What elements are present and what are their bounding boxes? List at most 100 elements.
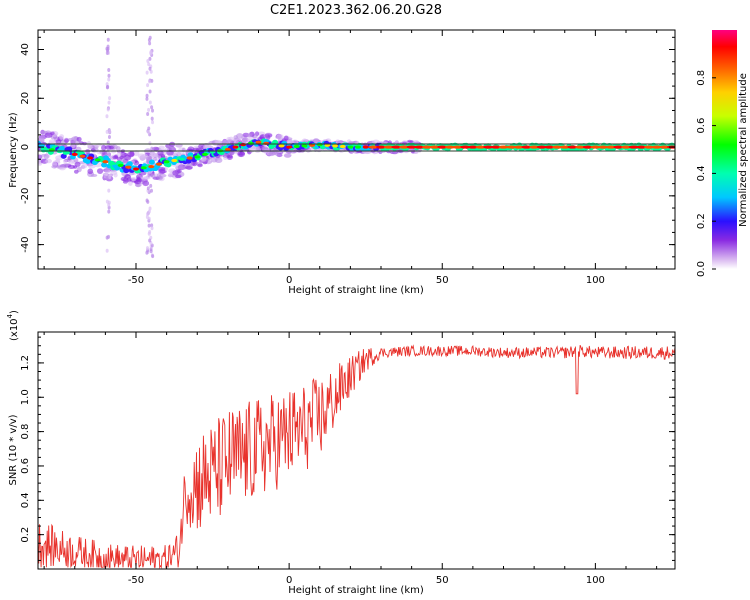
spectrogram-cell <box>148 229 152 234</box>
spectrogram-cell <box>145 96 149 101</box>
spectrogram-xlabel: Height of straight line (km) <box>288 285 424 296</box>
spectrogram-cell <box>201 152 208 156</box>
spectrogram-cell <box>278 144 285 148</box>
spectrogram-cell <box>383 145 394 149</box>
spectrogram-cell <box>636 145 647 149</box>
spectrogram-cell <box>332 144 339 148</box>
spectrogram-frame <box>37 29 676 270</box>
spectrogram-cell <box>151 108 155 113</box>
spectrogram-cell <box>158 145 165 150</box>
spectrogram-cell <box>106 107 110 112</box>
spectrogram-cell <box>107 67 111 72</box>
spectrogram-cell <box>498 145 509 149</box>
spectrogram-cell <box>552 145 563 149</box>
spectrogram-cell <box>142 180 150 187</box>
spectrogram-cell <box>312 139 321 143</box>
spectrogram-cell <box>185 158 192 164</box>
spectrogram-cell <box>96 168 104 174</box>
snr-xtick-label: 50 <box>436 575 449 586</box>
spectrogram-cell <box>194 155 201 159</box>
spectrogram-cell <box>108 129 112 134</box>
spectrogram-cell <box>45 158 52 164</box>
spectrogram-cell <box>79 154 86 158</box>
spectrogram-cell <box>125 165 132 169</box>
spectrogram-cell <box>148 155 152 160</box>
snr-xtick-label: -50 <box>128 575 144 586</box>
snr-ytick-label: 0.4 <box>20 492 31 508</box>
spectrogram-cell <box>575 145 586 149</box>
snr-xtick-label: 0 <box>286 575 292 586</box>
spectrogram-cell <box>171 158 178 163</box>
spectrogram-cell <box>150 105 154 110</box>
spectrogram-cell <box>112 155 119 160</box>
spectrogram-cell <box>106 37 110 42</box>
spectrogram-cell <box>106 84 110 89</box>
spectrogram-cell <box>513 145 524 149</box>
spectrogram-cell <box>613 145 624 149</box>
spectrogram-cell <box>137 153 145 159</box>
spectrogram-x-ticks: -50 0 50 100 <box>43 30 658 286</box>
spectrogram-cell <box>490 145 501 149</box>
spectrogram-cell <box>226 155 233 159</box>
spectrogram-cell <box>73 157 79 163</box>
spectrogram-cell <box>105 114 109 119</box>
spectrogram-cell <box>276 134 284 140</box>
spectrogram-cell <box>107 100 111 105</box>
spectrogram-cell <box>262 146 269 151</box>
spectrogram-cell <box>73 169 79 174</box>
spectrogram-cell <box>105 50 109 55</box>
spectrogram-cell <box>347 145 354 149</box>
snr-ylabel: SNR (10 * v/v) <box>8 414 19 485</box>
spectrogram-cell <box>123 167 130 174</box>
spectrogram-cell <box>147 38 151 43</box>
spectrogram-cell <box>151 120 155 125</box>
spectrogram-cell <box>107 77 111 82</box>
spectrogram-cell <box>133 167 139 171</box>
spectrogram-cell <box>149 69 153 74</box>
spectrogram-cell <box>506 145 517 149</box>
spectrogram-cell <box>368 145 379 149</box>
snr-xlabel: Height of straight line (km) <box>288 585 424 596</box>
spectrogram-cell <box>147 209 151 214</box>
spectrogram-cell <box>148 206 152 211</box>
spectrogram-cell <box>598 145 609 149</box>
spectrogram-cell <box>105 248 109 253</box>
spectrogram-cell <box>82 162 88 169</box>
spectrogram-cell <box>582 145 593 149</box>
spectrogram-cell <box>483 145 494 149</box>
spectrogram-cell <box>149 188 153 193</box>
spectrogram-y-ticks: -40 -20 0 20 40 <box>20 36 675 270</box>
colorbar-tick-label: 0.2 <box>696 213 707 229</box>
spectrogram-cell <box>186 156 193 160</box>
spectrogram-cell <box>147 173 151 178</box>
spectrogram-cell <box>148 141 152 146</box>
spectrogram-cell <box>84 158 91 164</box>
spectrogram-cell <box>62 159 68 164</box>
colorbar-tick-label: 0.8 <box>696 70 707 86</box>
colorbar-tick-label: 0.4 <box>696 165 707 181</box>
spectrogram-cell <box>148 89 152 94</box>
spectrogram-cell <box>87 145 93 150</box>
spectrogram-cell <box>99 149 105 154</box>
spectrogram-cell <box>150 223 154 228</box>
spectrogram-cell <box>255 140 262 144</box>
spectrogram-xtick-label: 0 <box>286 275 292 286</box>
spectrogram-cell <box>41 153 47 157</box>
spectrogram-cell <box>452 145 463 149</box>
spectrogram-cell <box>559 145 570 149</box>
spectrogram-ytick-label: -40 <box>20 236 31 252</box>
spectrogram-cell <box>146 186 150 191</box>
spectrogram-cell <box>185 165 193 170</box>
spectrogram-cell <box>107 234 111 239</box>
spectrogram-cell <box>149 51 153 56</box>
spectrogram-cell <box>241 137 248 143</box>
snr-scale-exponent: 4 <box>6 313 14 318</box>
colorbar-tick-label: 0.6 <box>696 118 707 134</box>
spectrogram-cell <box>544 145 555 149</box>
spectrogram-cell <box>58 166 66 171</box>
spectrogram-cell <box>659 145 670 149</box>
spectrogram-cell <box>87 163 96 169</box>
spectrogram-cell <box>467 145 478 149</box>
spectrogram-cell <box>146 129 150 134</box>
colorbar-tick-label: 0.0 <box>696 261 707 277</box>
